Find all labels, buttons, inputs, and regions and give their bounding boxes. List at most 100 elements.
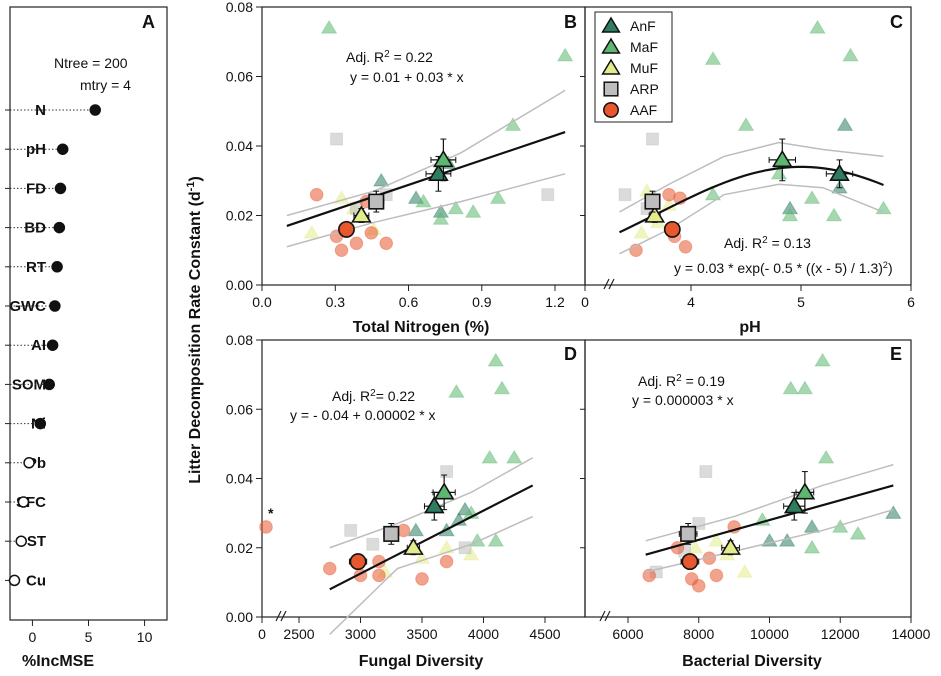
point-aaf <box>372 568 386 583</box>
xtick-label: 0.0 <box>252 294 272 310</box>
regression-line <box>645 484 894 556</box>
point-maf <box>489 190 507 204</box>
point-maf <box>481 449 498 464</box>
panel-b-letter: B <box>564 12 577 32</box>
point-maf <box>415 193 432 208</box>
importance-dot-ni <box>34 417 47 430</box>
point-maf <box>809 19 826 34</box>
mean-muf <box>403 537 424 555</box>
legend-marker-arp <box>603 81 619 97</box>
mean-aaf <box>349 553 367 571</box>
band-lower <box>619 183 884 255</box>
legend-label-aaf: AAF <box>630 102 657 118</box>
mean-muf <box>720 537 741 555</box>
xtick-label: 1.2 <box>545 294 565 310</box>
point-anf <box>407 190 425 204</box>
point-muf <box>660 197 678 211</box>
panel-d-r2: Adj. R2= 0.22 <box>332 388 415 405</box>
xtick-label: 3000 <box>345 626 376 642</box>
mean-muf <box>351 205 372 223</box>
panel-a-letter: A <box>142 12 155 32</box>
point-anf <box>407 522 425 537</box>
xtick-label: 0 <box>258 626 266 642</box>
panel-a-xtick-label: 0 <box>29 629 37 645</box>
xtick-label: 0 <box>581 294 589 310</box>
point-aaf <box>379 236 394 251</box>
panel-c-letter: C <box>890 12 903 32</box>
mean-maf <box>433 149 454 168</box>
point-arp <box>646 132 659 146</box>
point-maf <box>849 525 867 540</box>
importance-dot-rt <box>51 261 63 273</box>
point-aaf <box>309 187 324 202</box>
panel-e-equation: y = 0.000003 * x <box>632 392 734 408</box>
xtick-label: 4 <box>687 294 695 310</box>
point-anf <box>836 117 854 131</box>
regression-line <box>286 131 566 227</box>
point-anf <box>885 505 902 519</box>
point-maf <box>493 380 511 395</box>
point-muf <box>333 190 350 204</box>
xtick-label: 2500 <box>283 626 314 642</box>
point-maf <box>814 352 831 367</box>
panel-a-ntree: Ntree = 200 <box>54 55 128 71</box>
point-arp <box>330 132 343 146</box>
point-arp <box>344 523 358 537</box>
ytick-label: 0.06 <box>226 69 253 85</box>
point-maf <box>487 532 505 547</box>
xtick-label: 0.3 <box>326 294 346 310</box>
panel-d-xlabel: Fungal Diversity <box>359 653 484 670</box>
panel-d-letter: D <box>564 344 577 364</box>
legend-marker-aaf <box>603 102 619 118</box>
xtick-label: 0.6 <box>399 294 419 310</box>
importance-plot: NpHFDBDRTGWCAISOMNiPbSFCSTCu0510 <box>5 102 153 645</box>
point-maf <box>506 449 523 464</box>
point-aaf <box>691 579 706 593</box>
point-arp <box>541 188 555 202</box>
point-maf <box>487 352 505 367</box>
legend-marker-anf <box>601 16 621 33</box>
panel-a-xtick-label: 10 <box>137 629 153 645</box>
ytick-label: 0.08 <box>226 332 253 348</box>
legend-label-muf: MuF <box>630 60 658 76</box>
importance-dot-cu <box>8 574 21 587</box>
point-maf <box>781 207 799 222</box>
legend-label-anf: AnF <box>630 18 656 34</box>
importance-dot-ai <box>46 339 59 351</box>
band-lower <box>286 173 566 248</box>
panel-b-xlabel: Total Nitrogen (%) <box>353 319 490 336</box>
point-maf <box>737 117 755 131</box>
band-lower <box>329 515 534 635</box>
mean-anf <box>423 496 445 514</box>
xtick-label: 14000 <box>892 626 931 642</box>
panel-a: A Ntree = 200 mtry = 4 NpHFDBDRTGWCAISOM… <box>5 6 168 670</box>
ytick-label: 0.00 <box>226 277 253 293</box>
mean-arp <box>680 525 697 542</box>
point-maf <box>803 190 821 204</box>
point-arp <box>699 465 713 479</box>
axis-break <box>604 610 611 622</box>
xtick-label: 10000 <box>750 626 789 642</box>
point-muf <box>462 546 480 561</box>
point-muf <box>686 539 704 554</box>
xtick-label: 5 <box>797 294 805 310</box>
xtick-label: 3500 <box>406 626 437 642</box>
point-arp <box>692 517 706 530</box>
xtick-label: 4000 <box>468 626 499 642</box>
mean-arp <box>644 193 661 210</box>
importance-dot-pb <box>23 457 35 469</box>
point-maf <box>825 207 843 222</box>
importance-dot-sfc <box>17 496 30 508</box>
point-aaf <box>364 226 379 240</box>
point-maf <box>556 47 574 62</box>
xtick-label: 0.9 <box>472 294 492 310</box>
importance-dot-bd <box>53 221 66 234</box>
importance-label-fd: FD <box>26 180 46 197</box>
axis-break <box>275 610 282 622</box>
legend-marker-muf <box>601 58 621 75</box>
importance-label-cu: Cu <box>26 572 46 589</box>
mean-maf <box>794 482 816 500</box>
ytick-label: 0.00 <box>226 609 253 625</box>
point-maf <box>320 19 338 34</box>
panel-e-letter: E <box>890 344 902 364</box>
